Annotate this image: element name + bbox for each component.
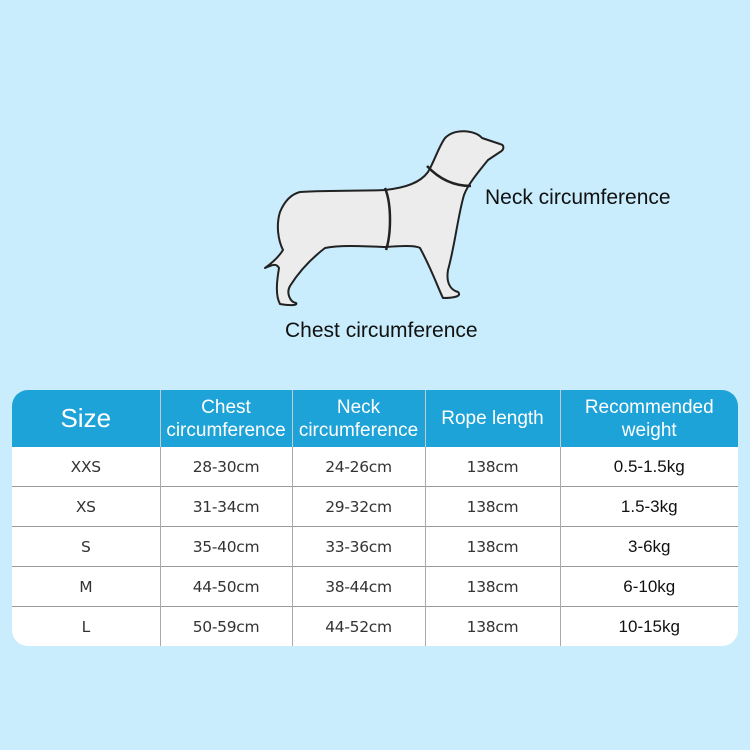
cell-weight: 1.5-3kg xyxy=(559,486,738,527)
dog-illustration xyxy=(264,130,505,307)
cell-size: L xyxy=(12,606,160,646)
table-row: L 50-59cm 44-52cm 138cm 10-15kg xyxy=(12,606,738,646)
cell-rope: 138cm xyxy=(424,526,560,567)
cell-weight: 3-6kg xyxy=(559,526,738,567)
cell-size: M xyxy=(12,566,160,607)
cell-neck: 38-44cm xyxy=(291,566,425,607)
cell-chest: 28-30cm xyxy=(159,447,292,487)
header-neck: Neck circumference xyxy=(291,390,425,447)
header-chest-line1: Chest xyxy=(201,396,251,418)
header-weight-line1: Recommended xyxy=(584,396,714,418)
cell-chest: 31-34cm xyxy=(159,486,292,527)
cell-chest: 50-59cm xyxy=(159,606,292,646)
table-row: S 35-40cm 33-36cm 138cm 3-6kg xyxy=(12,526,738,567)
cell-weight: 6-10kg xyxy=(559,566,738,607)
header-neck-line1: Neck xyxy=(336,396,381,418)
cell-size: S xyxy=(12,526,160,567)
cell-neck: 44-52cm xyxy=(291,606,425,646)
table-row: XS 31-34cm 29-32cm 138cm 1.5-3kg xyxy=(12,486,738,527)
cell-rope: 138cm xyxy=(424,447,560,487)
chest-strap xyxy=(383,187,392,251)
table-row: M 44-50cm 38-44cm 138cm 6-10kg xyxy=(12,566,738,607)
header-chest-line2: circumference xyxy=(166,419,286,441)
header-weight: Recommended weight xyxy=(559,390,738,447)
dog-silhouette xyxy=(264,130,505,307)
table-row: XXS 28-30cm 24-26cm 138cm 0.5-1.5kg xyxy=(12,447,738,487)
header-rope: Rope length xyxy=(424,390,560,447)
chest-circumference-label: Chest circumference xyxy=(285,319,478,342)
header-weight-line2: weight xyxy=(621,419,677,441)
neck-circumference-label: Neck circumference xyxy=(485,186,671,209)
cell-chest: 44-50cm xyxy=(159,566,292,607)
cell-size: XS xyxy=(12,486,160,527)
neck-collar xyxy=(426,165,472,188)
header-size: Size xyxy=(12,390,160,447)
cell-rope: 138cm xyxy=(424,566,560,607)
cell-neck: 33-36cm xyxy=(291,526,425,567)
header-neck-line2: circumference xyxy=(298,419,419,441)
size-table: Size Chest circumference Neck circumferenc… xyxy=(12,390,738,646)
cell-chest: 35-40cm xyxy=(159,526,292,567)
cell-size: XXS xyxy=(70,457,101,476)
table-header-row: Size Chest circumference Neck circumferenc… xyxy=(12,390,738,447)
cell-weight: 10-15kg xyxy=(559,606,738,646)
cell-rope: 138cm xyxy=(424,606,560,646)
cell-neck: 29-32cm xyxy=(291,486,425,527)
cell-rope: 138cm xyxy=(424,486,560,527)
cell-weight: 0.5-1.5kg xyxy=(559,447,738,487)
cell-neck: 24-26cm xyxy=(291,447,425,487)
header-chest: Chest circumference xyxy=(159,390,292,447)
